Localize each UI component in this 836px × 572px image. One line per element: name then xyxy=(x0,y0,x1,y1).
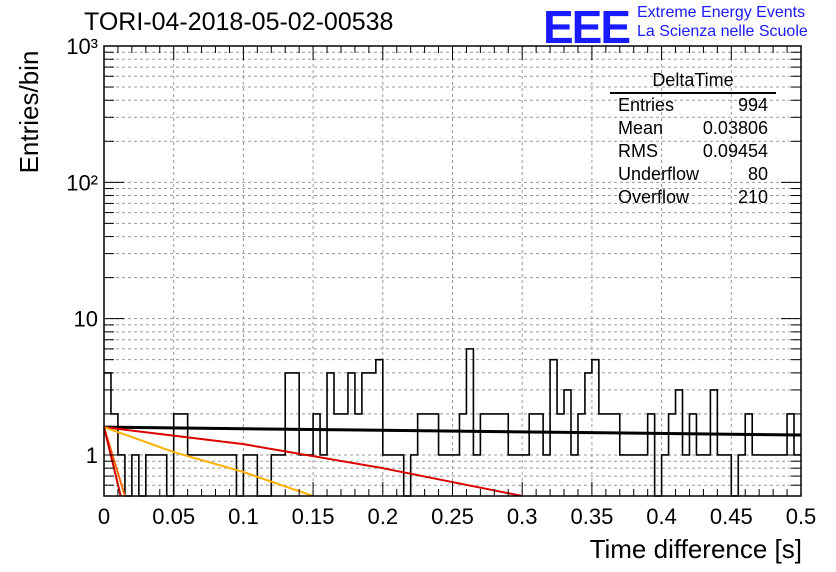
stat-value: 80 xyxy=(747,164,768,184)
stat-value: 0.09454 xyxy=(702,141,768,161)
stat-row-entries: Entries 994 xyxy=(610,94,776,117)
stat-row-rms: RMS 0.09454 xyxy=(610,140,776,163)
logo-subtitle-line2: La Scienza nelle Scuole xyxy=(637,23,808,40)
stat-label: Mean xyxy=(618,118,664,138)
y-tick-label: 10² xyxy=(66,170,98,195)
y-tick-label: 10³ xyxy=(66,34,98,59)
x-tick-label: 0.05 xyxy=(152,504,195,529)
stat-label: Entries xyxy=(618,95,675,115)
stat-row-underflow: Underflow 80 xyxy=(610,163,776,186)
y-axis-label: Entries/bin xyxy=(14,50,44,174)
fit-line xyxy=(103,425,802,437)
x-tick-label: 0 xyxy=(98,504,110,529)
stat-row-overflow: Overflow 210 xyxy=(610,186,776,209)
x-tick-label: 0.25 xyxy=(431,504,474,529)
chart-title: TORI-04-2018-05-02-00538 xyxy=(84,8,394,36)
x-tick-label: 0.2 xyxy=(368,504,399,529)
x-tick-label: 0.35 xyxy=(570,504,613,529)
x-tick-label: 0.5 xyxy=(786,504,817,529)
y-tick-label: 1 xyxy=(86,443,98,468)
x-tick-label: 0.45 xyxy=(710,504,753,529)
eee-logo: EEE xyxy=(543,1,631,53)
x-tick-label: 0.3 xyxy=(507,504,538,529)
x-tick-label: 0.15 xyxy=(292,504,335,529)
histogram-series xyxy=(104,348,801,497)
stat-value: 0.03806 xyxy=(702,118,768,138)
stat-row-mean: Mean 0.03806 xyxy=(610,117,776,140)
stat-label: Overflow xyxy=(618,187,690,207)
stat-label: RMS xyxy=(618,141,658,161)
stat-value: 994 xyxy=(737,95,768,115)
stats-title: DeltaTime xyxy=(610,70,776,94)
logo-subtitle-line1: Extreme Energy Events xyxy=(637,4,806,21)
x-tick-label: 0.1 xyxy=(228,504,259,529)
x-tick-label: 0.4 xyxy=(646,504,677,529)
stats-box: DeltaTime Entries 994 Mean 0.03806 RMS 0… xyxy=(610,70,776,209)
y-tick-label: 10 xyxy=(74,307,98,332)
x-axis-label: Time difference [s] xyxy=(589,534,802,564)
stat-value: 210 xyxy=(737,187,768,207)
stat-label: Underflow xyxy=(618,164,700,184)
fit-line xyxy=(103,426,314,497)
